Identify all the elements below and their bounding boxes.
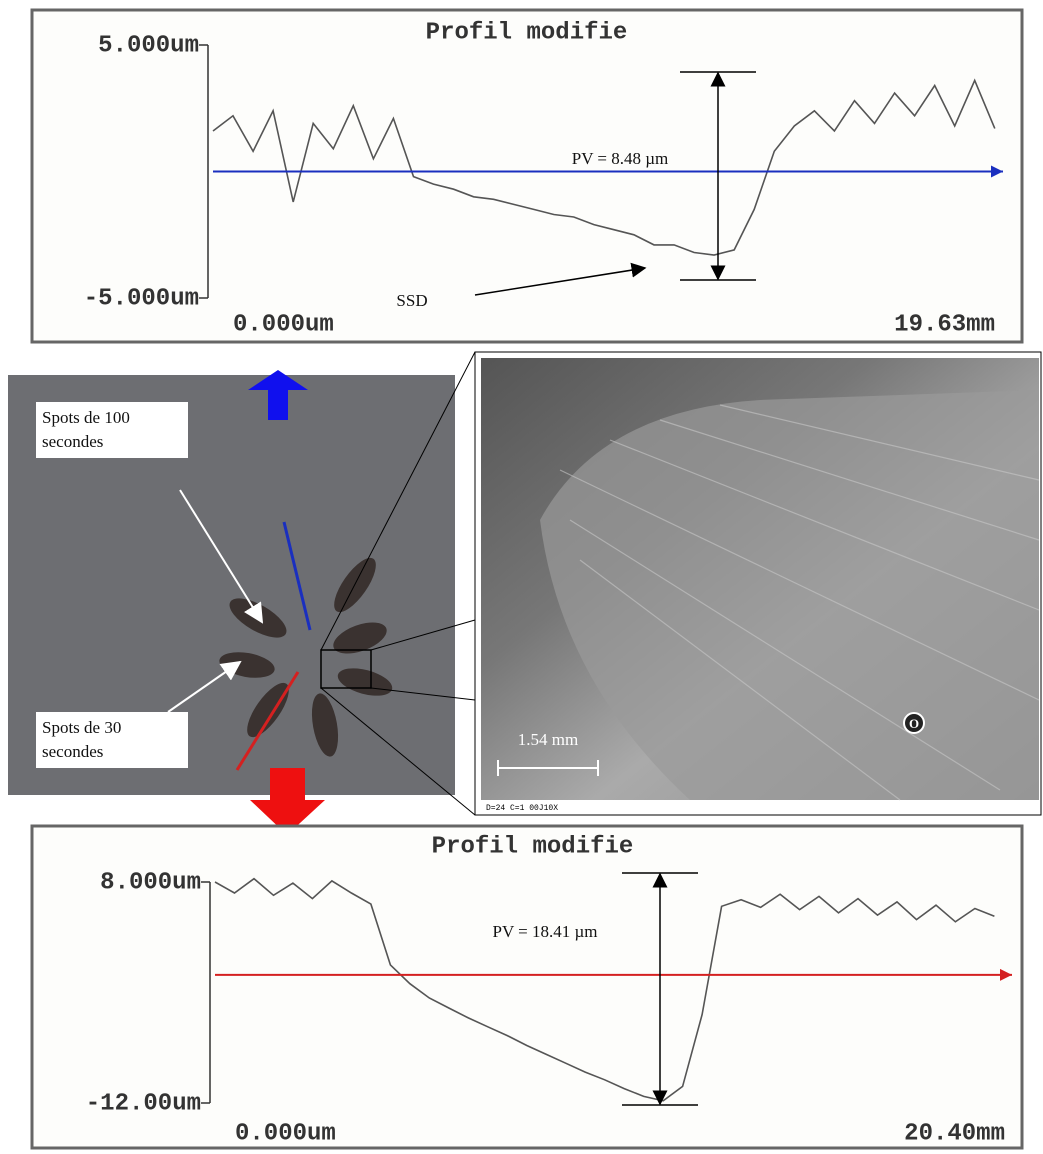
pointer [179,489,264,624]
x-tick-label: 20.40mm [904,1120,1005,1147]
chart-title: Profil modifie [426,19,628,46]
zoom-line [370,619,476,651]
x-tick-label: 0.000um [235,1120,336,1147]
marker: O [909,716,919,731]
chart-title: Profil modifie [432,833,634,860]
spot-area [540,390,1039,800]
zoom-line [320,687,476,816]
annotation: PV = 8.48 µm [572,149,669,168]
pointer [167,660,242,713]
photo-label: Spots de 100 secondes [36,402,188,458]
annotation-pointer [474,262,647,296]
reference-arrowhead [1000,968,1012,981]
arrow-up [248,370,308,420]
y-tick-label: -12.00um [86,1090,201,1117]
zoom-box [320,649,372,689]
scan-blue [282,521,312,631]
marker-circle [903,712,925,734]
y-tick-label: 5.000um [98,32,199,59]
y-tick-label: -5.000um [84,285,199,312]
annotation: PV = 18.41 µm [492,922,597,941]
caption: D=24 C=1 00J10X [486,804,558,813]
x-tick-label: 0.000um [233,311,334,338]
zoom-line [320,351,476,651]
annotation: SSD [396,291,427,310]
annotation-bg [568,147,672,169]
scan-red [235,671,300,771]
photo-label: Spots de 30 secondes [36,712,188,768]
striations [559,404,1040,801]
x-tick-label: 19.63mm [894,311,995,338]
profile-line [214,877,995,1102]
y-tick-label: 8.000um [100,869,201,896]
zoom-line [370,687,476,701]
annotation-bg [489,920,601,942]
profile-line [212,78,996,256]
arrow-down [250,768,325,835]
chart-frame [30,824,1024,1150]
reference-arrowhead [991,165,1003,178]
scale-label: 1.54 mm [518,730,578,749]
